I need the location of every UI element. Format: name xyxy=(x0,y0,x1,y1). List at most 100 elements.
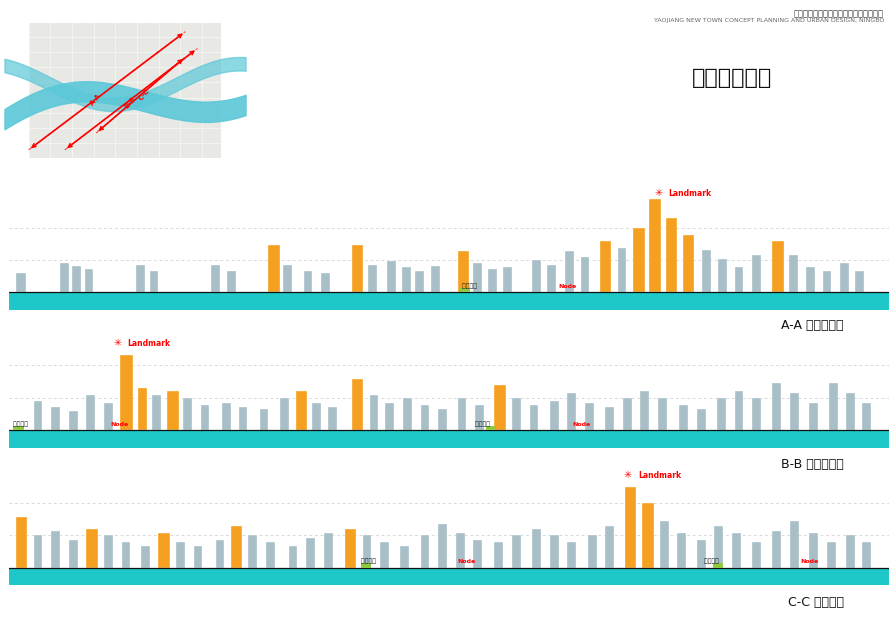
Bar xyxy=(717,398,726,430)
Bar xyxy=(702,250,711,292)
Bar xyxy=(402,267,411,292)
Bar xyxy=(550,401,559,430)
Bar xyxy=(473,263,482,292)
Bar xyxy=(640,391,649,430)
Bar xyxy=(51,407,60,430)
Bar xyxy=(809,533,818,568)
Bar xyxy=(361,563,371,568)
Bar xyxy=(678,533,686,568)
Bar xyxy=(306,538,315,568)
Bar xyxy=(421,535,430,568)
Bar xyxy=(550,535,559,568)
Bar xyxy=(9,292,889,310)
Bar xyxy=(269,245,280,292)
Bar xyxy=(370,395,379,430)
Bar xyxy=(732,533,741,568)
Bar xyxy=(697,409,705,430)
Bar xyxy=(683,235,694,292)
Bar xyxy=(829,383,838,430)
Bar xyxy=(618,248,626,292)
Bar xyxy=(227,271,236,292)
Bar xyxy=(352,379,363,430)
Bar xyxy=(512,398,521,430)
Text: 景观节点: 景观节点 xyxy=(475,421,492,427)
Bar xyxy=(495,385,506,430)
Bar xyxy=(633,227,645,292)
Text: Landmark: Landmark xyxy=(669,188,712,198)
Bar xyxy=(137,265,146,292)
Text: B-B 余姚江界面: B-B 余姚江界面 xyxy=(781,458,844,471)
Bar xyxy=(790,521,799,568)
Bar xyxy=(697,540,705,568)
Bar xyxy=(532,260,541,292)
Bar xyxy=(862,403,871,430)
Bar xyxy=(565,251,573,292)
Bar xyxy=(215,540,224,568)
Bar xyxy=(459,288,470,292)
Bar xyxy=(368,265,377,292)
Bar xyxy=(313,403,321,430)
Bar xyxy=(805,267,814,292)
Bar xyxy=(431,266,440,292)
Bar xyxy=(51,530,60,568)
Bar xyxy=(104,535,113,568)
Bar xyxy=(304,271,313,292)
Bar xyxy=(248,535,257,568)
Bar xyxy=(380,542,389,568)
Bar xyxy=(809,403,818,430)
Bar xyxy=(120,356,133,430)
Bar xyxy=(605,407,614,430)
Bar xyxy=(735,391,743,430)
Bar xyxy=(352,245,363,292)
Bar xyxy=(660,521,669,568)
Bar xyxy=(847,535,855,568)
Text: A-A: A-A xyxy=(89,92,103,106)
Bar xyxy=(221,403,230,430)
Bar xyxy=(329,407,337,430)
Bar xyxy=(847,393,855,430)
Bar xyxy=(34,401,42,430)
Bar xyxy=(138,388,147,430)
Bar xyxy=(752,255,761,292)
Bar xyxy=(34,535,42,568)
Bar xyxy=(400,546,409,568)
Bar xyxy=(862,542,871,568)
Bar xyxy=(438,523,447,568)
Bar xyxy=(772,383,781,430)
Bar xyxy=(567,393,576,430)
Bar xyxy=(345,528,356,568)
Bar xyxy=(658,398,667,430)
Text: ✳: ✳ xyxy=(623,470,631,480)
Bar xyxy=(752,542,761,568)
Bar xyxy=(457,251,469,292)
Text: C-C: C-C xyxy=(138,87,151,101)
Bar xyxy=(194,546,203,568)
Bar xyxy=(790,393,799,430)
Bar xyxy=(547,265,556,292)
Bar xyxy=(266,542,274,568)
Bar xyxy=(283,265,292,292)
Bar xyxy=(104,403,113,430)
Bar xyxy=(158,533,170,568)
Bar xyxy=(16,273,26,292)
Bar xyxy=(288,546,297,568)
Text: Node: Node xyxy=(572,422,590,427)
Bar xyxy=(642,503,654,568)
Bar xyxy=(488,269,497,292)
Bar xyxy=(530,404,538,430)
Bar xyxy=(624,487,636,568)
Bar xyxy=(772,530,781,568)
Bar xyxy=(153,395,161,430)
Bar xyxy=(260,409,269,430)
Bar xyxy=(649,199,661,292)
Bar xyxy=(296,391,307,430)
Text: ✳: ✳ xyxy=(113,339,121,349)
Text: 景观节点: 景观节点 xyxy=(704,559,721,565)
Bar xyxy=(475,404,484,430)
Bar xyxy=(580,257,589,292)
Bar xyxy=(121,542,130,568)
Bar xyxy=(69,540,78,568)
Text: B-B: B-B xyxy=(123,96,137,110)
Bar xyxy=(212,265,220,292)
Bar xyxy=(150,271,158,292)
